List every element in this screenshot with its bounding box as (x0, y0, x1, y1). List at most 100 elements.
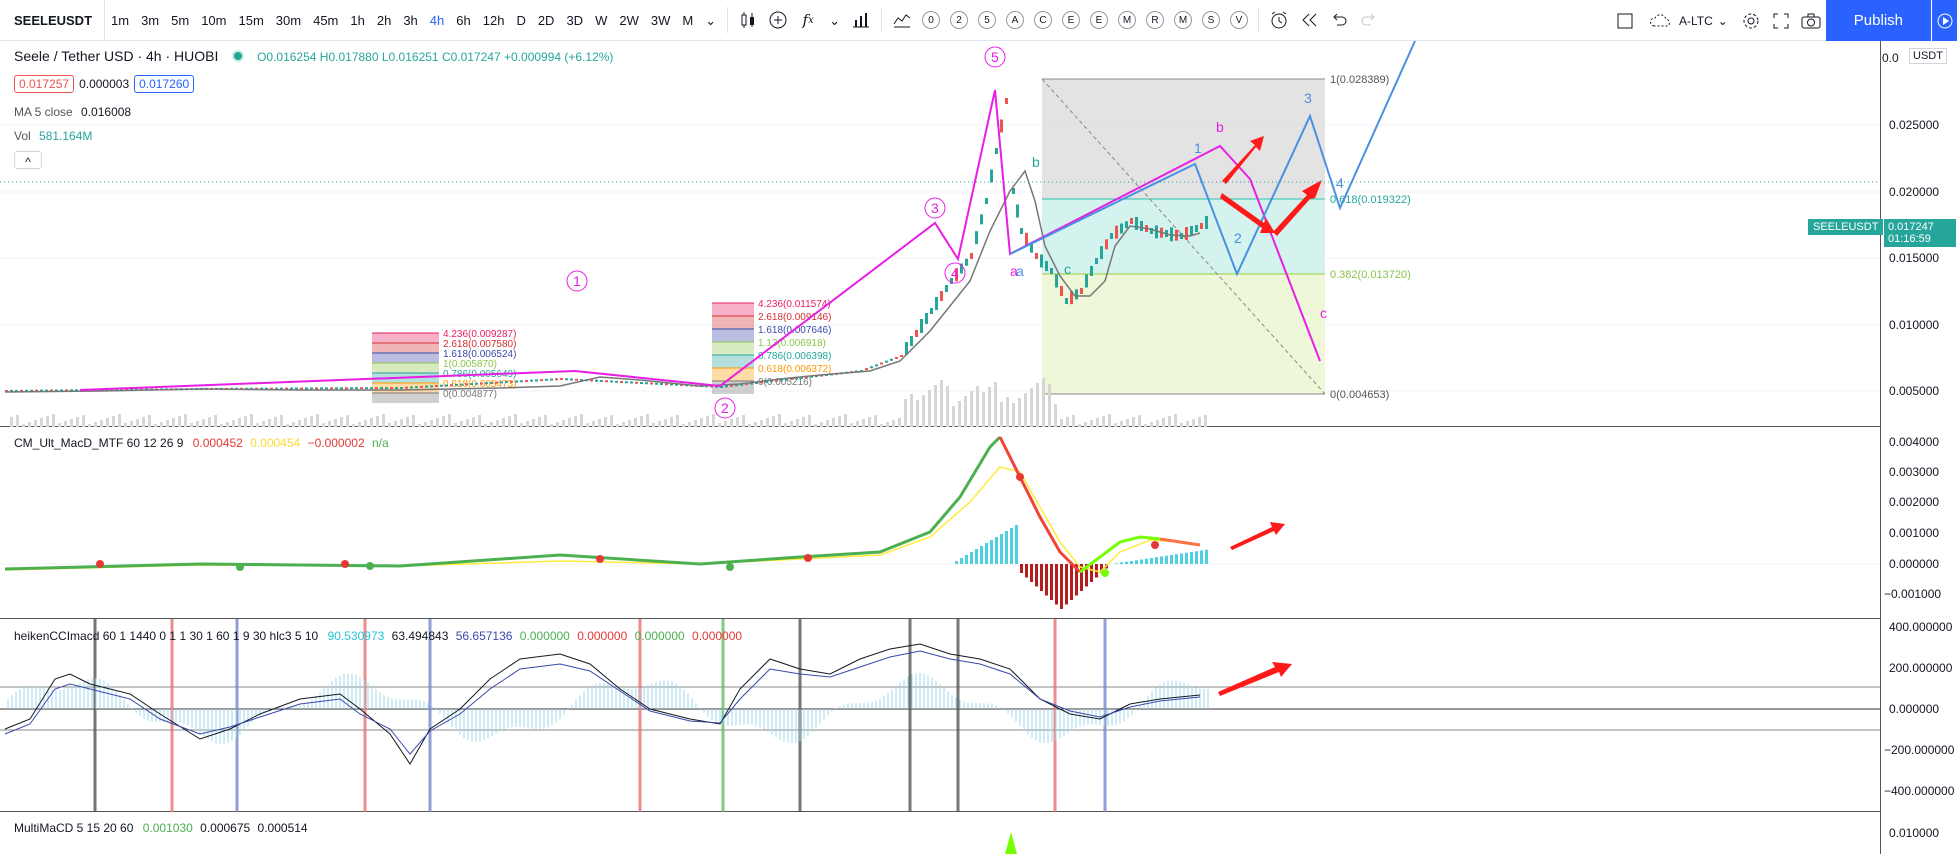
volume-legend[interactable]: Vol 581.164M (14, 129, 92, 143)
fib-zone-top (1042, 79, 1325, 199)
indicator-shortcut-button[interactable]: 5 (978, 11, 997, 29)
fib-level-label: 0.618(0.006372) (758, 364, 831, 375)
candle (895, 356, 898, 359)
timeframe-W[interactable]: W (595, 12, 608, 28)
indicator-shortcut-button[interactable]: 0 (922, 11, 941, 29)
multimacd-value-3: 0.000514 (257, 821, 308, 835)
candle (410, 386, 413, 389)
volume-bar (556, 422, 559, 427)
fullscreen-icon[interactable] (1766, 0, 1796, 41)
publish-button[interactable]: Publish (1825, 0, 1931, 41)
volume-bar (1018, 398, 1021, 427)
axis-label: 0.002000 (1889, 495, 1940, 509)
cci-chart[interactable] (0, 619, 1880, 812)
timeframe-5m[interactable]: 5m (171, 12, 190, 28)
candle (715, 385, 718, 388)
compare-add-icon[interactable] (763, 0, 793, 41)
timeframe-dropdown-icon[interactable]: ⌄ (705, 12, 717, 28)
multimacd-chart[interactable] (0, 812, 1880, 854)
volume-bar (544, 415, 547, 427)
cci-axis[interactable]: 400.000000 200.000000 0.000000 −200.0000… (1880, 619, 1957, 812)
timeframe-2h[interactable]: 2h (376, 12, 392, 28)
macd-chart[interactable] (0, 427, 1880, 619)
fib-zone (372, 393, 439, 403)
macd-axis[interactable]: 0.004000 0.003000 0.002000 0.001000 0.00… (1880, 427, 1957, 619)
candle-style-icon[interactable] (733, 0, 763, 41)
timeframe-2D[interactable]: 2D (537, 12, 555, 28)
indicator-shortcut-button[interactable]: A (1006, 11, 1025, 29)
compare-symbol-button[interactable]: A-LTC ⌄ (1640, 14, 1736, 28)
macd-legend[interactable]: CM_Ult_MacD_MTF 60 12 26 9 0.000452 0.00… (14, 436, 389, 450)
indicator-shortcut-button[interactable]: V (1230, 11, 1249, 29)
cci-fast-line (4, 643, 1201, 765)
multimacd-legend[interactable]: MultiMaCD 5 15 20 60 0.001030 0.000675 0… (14, 821, 308, 835)
indicator-shortcut-button[interactable]: E (1090, 11, 1109, 29)
timeframe-1m[interactable]: 1m (111, 12, 130, 28)
ask-price[interactable]: 0.017260 (134, 75, 195, 93)
collapse-legend-button[interactable]: ^ (14, 151, 42, 169)
fib-level-label: 1(0.005870) (443, 359, 497, 370)
indicator-shortcut-button[interactable]: S (1202, 11, 1221, 29)
cci-pane[interactable]: heikenCCImacd 60 1 1440 0 1 1 30 1 60 1 … (0, 619, 1880, 812)
templates-chart-icon[interactable] (887, 0, 917, 41)
ma-legend[interactable]: MA 5 close 0.016008 (14, 105, 131, 119)
volume-bar (622, 422, 625, 427)
timeframe-4h[interactable]: 4h (429, 12, 445, 28)
fib-retracement-right[interactable]: 1(0.028389) 0.618(0.019322) 0.382(0.0137… (1041, 74, 1411, 401)
timeframe-10m[interactable]: 10m (201, 12, 227, 28)
camera-icon[interactable] (1796, 0, 1826, 41)
timeframe-30m[interactable]: 30m (275, 12, 302, 28)
indicators-dropdown-icon[interactable]: ⌄ (829, 12, 841, 28)
symbol-title[interactable]: Seele / Tether USD · 4h · HUOBI (14, 48, 219, 64)
wave-4-label: 4 (951, 265, 959, 281)
timeframe-3h[interactable]: 3h (403, 12, 418, 28)
multimacd-pane[interactable]: MultiMaCD 5 15 20 60 0.001030 0.000675 0… (0, 812, 1880, 854)
chevron-down-icon: ⌄ (1717, 13, 1728, 28)
indicator-shortcut-button[interactable]: M (1118, 11, 1137, 29)
timeframe-15m[interactable]: 15m (238, 12, 264, 28)
timeframe-D[interactable]: D (516, 12, 526, 28)
volume-bar (1006, 397, 1009, 427)
timeframe-3W[interactable]: 3W (650, 12, 671, 28)
symbol-search-button[interactable]: SEELEUSDT (0, 0, 106, 41)
volume-bar (352, 424, 355, 427)
fib-extension-left[interactable]: 4.236(0.009287)2.618(0.007580)1.618(0.00… (372, 329, 516, 403)
indicator-shortcut-button[interactable]: E (1062, 11, 1081, 29)
compare-symbol-label: A-LTC (1678, 13, 1713, 28)
volume-bar (766, 418, 769, 427)
indicator-shortcut-button[interactable]: 2 (950, 11, 969, 29)
candle (1120, 223, 1123, 234)
price-axis[interactable]: USDT 0.0 0.025000 0.020000 0.015000 0.01… (1880, 41, 1957, 427)
timeframe-6h[interactable]: 6h (456, 12, 471, 28)
financials-bar-icon[interactable] (846, 0, 876, 41)
timeframe-45m[interactable]: 45m (313, 12, 339, 28)
timeframe-3m[interactable]: 3m (141, 12, 160, 28)
gear-icon[interactable] (1736, 0, 1766, 41)
undo-icon[interactable] (1324, 0, 1354, 41)
timeframe-3D[interactable]: 3D (566, 12, 584, 28)
layout-square-icon[interactable] (1610, 0, 1640, 41)
volume-bar (982, 392, 985, 427)
replay-icon[interactable] (1294, 0, 1324, 41)
timeframe-M[interactable]: M (682, 12, 694, 28)
timeframe-1h[interactable]: 1h (350, 12, 365, 28)
play-circle-icon[interactable] (1931, 0, 1957, 41)
indicator-shortcut-button[interactable]: R (1146, 11, 1165, 29)
cci-signal-lines (93, 619, 1107, 812)
price-pane[interactable]: 1(0.028389) 0.618(0.019322) 0.382(0.0137… (0, 40, 1880, 427)
indicator-shortcut-button[interactable]: C (1034, 11, 1053, 29)
redo-icon[interactable] (1354, 0, 1384, 41)
alert-clock-icon[interactable] (1264, 0, 1294, 41)
timeframe-12h[interactable]: 12h (482, 12, 505, 28)
multimacd-axis[interactable]: 0.010000 (1880, 812, 1957, 854)
bid-price[interactable]: 0.017257 (14, 75, 75, 93)
candle (450, 384, 453, 387)
macd-hist-bar (1015, 525, 1018, 564)
price-chart[interactable]: 1(0.028389) 0.618(0.019322) 0.382(0.0137… (0, 40, 1880, 427)
macd-pane[interactable]: CM_Ult_MacD_MTF 60 12 26 9 0.000452 0.00… (0, 427, 1880, 619)
indicator-shortcut-button[interactable]: M (1174, 11, 1193, 29)
timeframe-2W[interactable]: 2W (619, 12, 639, 28)
cci-legend[interactable]: heikenCCImacd 60 1 1440 0 1 1 30 1 60 1 … (14, 629, 742, 643)
